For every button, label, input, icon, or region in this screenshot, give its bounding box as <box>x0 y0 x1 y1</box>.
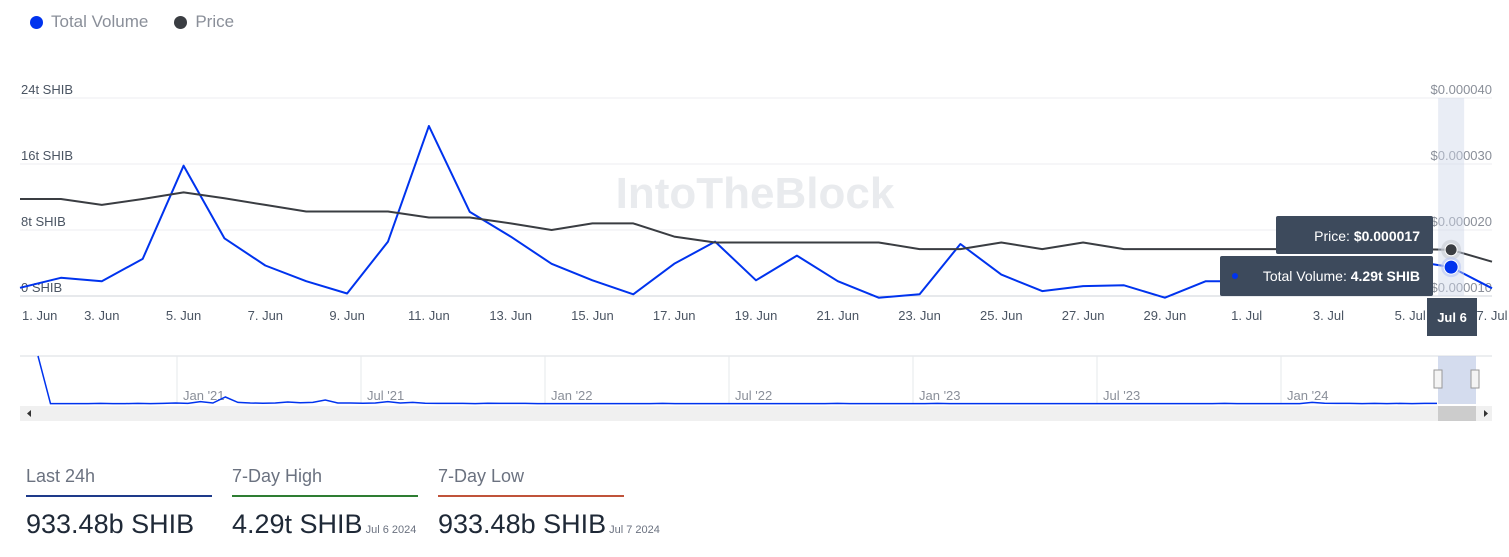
tooltip-date-box <box>1427 298 1477 336</box>
scroll-right-arrow-icon[interactable] <box>1484 410 1488 417</box>
stat-value-text: 4.29t SHIB <box>232 509 363 539</box>
x-tick-label: 3. Jul <box>1313 308 1344 323</box>
x-tick-label: 21. Jun <box>816 308 859 323</box>
x-tick-label: 7. Jul <box>1476 308 1507 323</box>
price-marker <box>1444 243 1458 257</box>
tooltip-price-box <box>1276 216 1433 254</box>
x-tick-label: 25. Jun <box>980 308 1023 323</box>
legend-item-total-volume[interactable]: Total Volume <box>30 12 148 32</box>
price-series-line <box>20 191 1493 263</box>
navigator-tick-label: Jul '22 <box>735 388 772 403</box>
tooltip-volume-box <box>1220 256 1433 296</box>
stat-date: Jul 7 2024 <box>609 524 660 536</box>
navigator-series-line <box>37 355 1437 405</box>
tooltip-date: Jul 6 <box>1437 310 1467 325</box>
volume-marker <box>1443 259 1459 275</box>
stat-value: 933.48b SHIB Jul 7 2024 <box>438 509 660 540</box>
stat-last-24h: Last 24h 933.48b SHIB <box>26 466 212 540</box>
y-right-tick-label: $0.000030 <box>1431 148 1492 163</box>
legend-item-price[interactable]: Price <box>174 12 234 32</box>
tooltip-volume: Total Volume: 4.29t SHIB <box>1263 268 1420 284</box>
y-left-tick-label: 24t SHIB <box>21 82 73 97</box>
navigator-tick-label: Jul '23 <box>1103 388 1140 403</box>
stat-value-text: 933.48b SHIB <box>438 509 607 539</box>
x-tick-label: 9. Jun <box>329 308 364 323</box>
x-tick-label: 29. Jun <box>1144 308 1187 323</box>
main-chart[interactable]: IntoTheBlock 0 SHIB 8t SHIB 16t SHIB 24t SHI… <box>0 60 1509 340</box>
x-tick-label: 5. Jun <box>166 308 201 323</box>
navigator-tick-label: Jul '21 <box>367 388 404 403</box>
y-left-tick-label: 16t SHIB <box>21 148 73 163</box>
navigator-scrollbar-thumb[interactable] <box>1438 406 1476 421</box>
tooltip: Price: $0.000017 Total Volume: 4.29t SHIB… <box>1220 216 1477 336</box>
navigator-tick-label: Jan '22 <box>551 388 593 403</box>
stat-7-day-low: 7-Day Low 933.48b SHIB Jul 7 2024 <box>438 466 660 540</box>
x-tick-label: 1. Jun <box>22 308 57 323</box>
x-tick-label: 13. Jun <box>489 308 532 323</box>
watermark: IntoTheBlock <box>616 169 895 218</box>
y-left-tick-label: 8t SHIB <box>21 214 66 229</box>
chart-legend: Total Volume Price <box>30 12 234 32</box>
scroll-left-arrow-icon[interactable] <box>27 410 31 417</box>
navigator-selected-range <box>1438 356 1476 404</box>
navigator-tick-label: Jan '24 <box>1287 388 1329 403</box>
x-tick-label: 23. Jun <box>898 308 941 323</box>
tooltip-price: Price: $0.000017 <box>1314 228 1420 244</box>
x-tick-label: 19. Jun <box>735 308 778 323</box>
navigator-handle[interactable] <box>1470 369 1480 389</box>
navigator-handle[interactable] <box>1433 369 1443 389</box>
y-right-tick-label: $0.000010 <box>1431 280 1492 295</box>
stat-value: 933.48b SHIB <box>26 509 212 540</box>
x-tick-label: 27. Jun <box>1062 308 1105 323</box>
x-tick-label: 7. Jun <box>248 308 283 323</box>
x-tick-label: 15. Jun <box>571 308 614 323</box>
stat-label: Last 24h <box>26 466 212 497</box>
x-tick-label: 17. Jun <box>653 308 696 323</box>
stat-label: 7-Day High <box>232 466 418 497</box>
stat-date: Jul 6 2024 <box>365 524 417 536</box>
stats-panel: Last 24h 933.48b SHIB 7-Day High 4.29t S… <box>26 466 680 540</box>
navigator-scrollbar-track[interactable] <box>20 406 1492 421</box>
x-tick-label: 11. Jun <box>408 308 450 323</box>
legend-label: Total Volume <box>51 12 149 31</box>
stat-label: 7-Day Low <box>438 466 624 497</box>
x-tick-label: 5. Jul <box>1395 308 1426 323</box>
stat-value-text: 933.48b SHIB <box>26 509 195 539</box>
y-right-tick-label: $0.000040 <box>1431 82 1492 97</box>
stat-7-day-high: 7-Day High 4.29t SHIB Jul 6 2024 <box>232 466 418 540</box>
navigator-tick-label: Jan '23 <box>919 388 961 403</box>
x-tick-label: 3. Jun <box>84 308 119 323</box>
price-dot-icon <box>174 15 188 29</box>
total-volume-dot-icon <box>30 15 43 29</box>
range-navigator[interactable]: Jan '21 Jul '21 Jan '22 Jul '22 Jan '23 Jul '… <box>0 350 1509 430</box>
x-tick-label: 1. Jul <box>1231 308 1262 323</box>
stat-value: 4.29t SHIB Jul 6 2024 <box>232 509 418 540</box>
legend-label: Price <box>195 12 235 31</box>
y-right-tick-label: $0.000020 <box>1431 214 1492 229</box>
y-left-tick-label: 0 SHIB <box>21 280 62 295</box>
tooltip-volume-dot-icon <box>1232 273 1238 279</box>
navigator-tick-label: Jan '21 <box>183 388 225 403</box>
